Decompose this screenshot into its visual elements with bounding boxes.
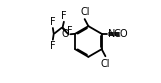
Text: C: C bbox=[114, 29, 120, 39]
Text: N: N bbox=[108, 29, 115, 39]
Text: Cl: Cl bbox=[100, 59, 109, 69]
Text: O: O bbox=[119, 29, 127, 39]
Text: F: F bbox=[50, 41, 55, 51]
Text: O: O bbox=[62, 29, 69, 39]
Text: Cl: Cl bbox=[81, 7, 90, 17]
Text: F: F bbox=[61, 11, 67, 21]
Text: F: F bbox=[50, 17, 55, 27]
Text: F: F bbox=[67, 26, 72, 36]
